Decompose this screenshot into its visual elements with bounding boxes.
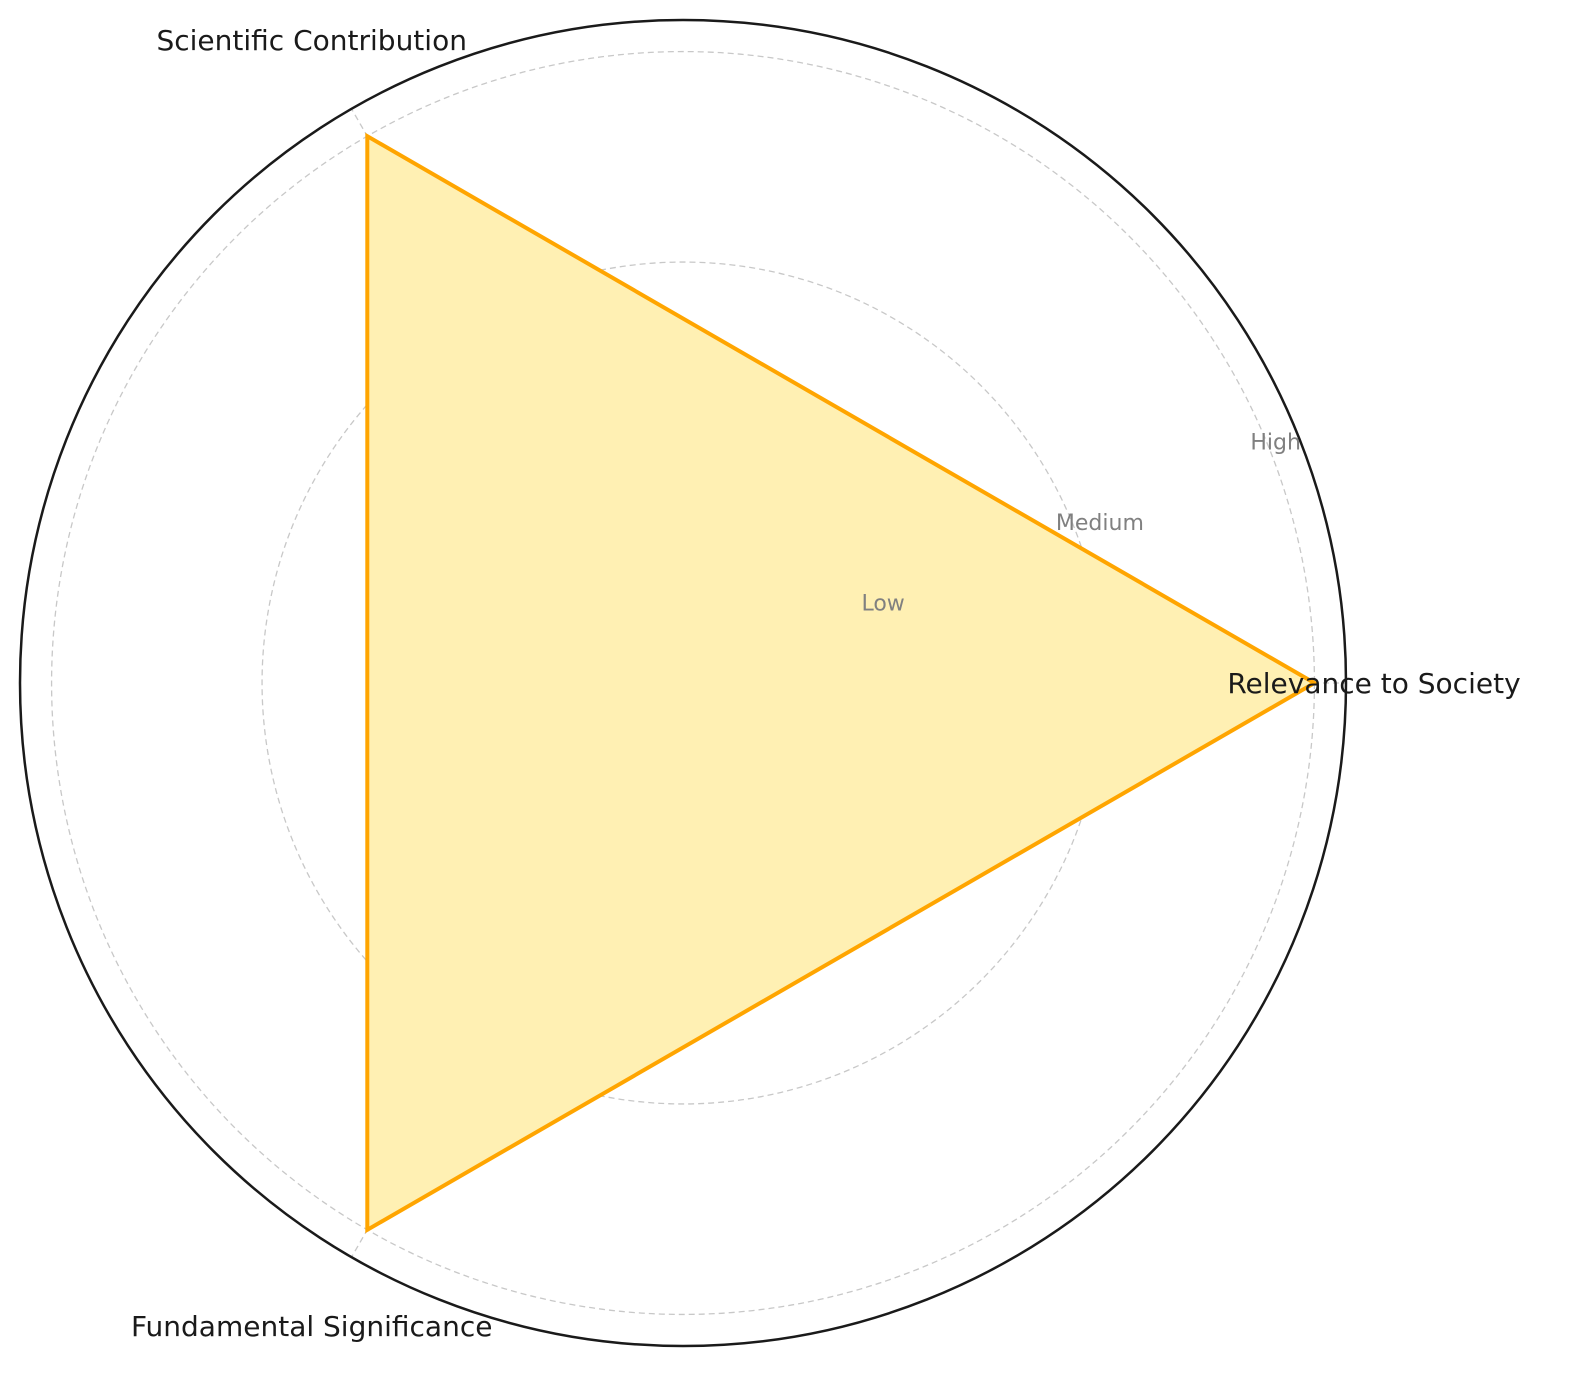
category-label-2: Scientific Contribution bbox=[156, 24, 466, 57]
series-area-1 bbox=[367, 136, 1315, 1230]
category-label-3: Fundamental Significance bbox=[131, 1310, 492, 1343]
radar-outer-frame bbox=[18, 18, 1348, 1348]
tick-label-high: High bbox=[1250, 430, 1301, 455]
category-label-1: Relevance to Society bbox=[1227, 667, 1520, 700]
tick-label-low: Low bbox=[861, 591, 904, 616]
series-line-1 bbox=[365, 132, 1319, 1234]
radial-tick-labels: Low Medium High bbox=[861, 430, 1300, 616]
radar-series bbox=[365, 132, 1319, 1234]
tick-label-medium: Medium bbox=[1056, 511, 1144, 536]
category-labels: Relevance to Society Scientific Contribut… bbox=[131, 24, 1521, 1343]
